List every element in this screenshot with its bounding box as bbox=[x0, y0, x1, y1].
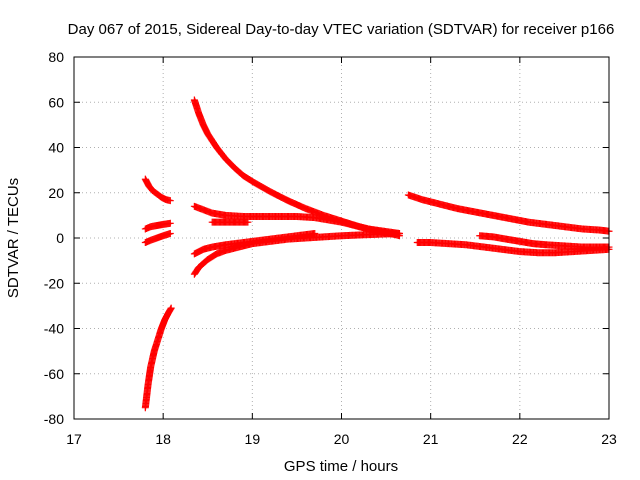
x-tick-label: 23 bbox=[601, 431, 617, 447]
data-points bbox=[141, 96, 613, 412]
data-series bbox=[190, 229, 403, 278]
data-series bbox=[141, 219, 174, 233]
y-tick-label: -20 bbox=[44, 275, 64, 291]
x-tick-label: 19 bbox=[245, 431, 261, 447]
x-axis-label: GPS time / hours bbox=[284, 458, 398, 475]
x-tick-label: 21 bbox=[423, 431, 439, 447]
y-tick-label: 60 bbox=[48, 94, 64, 110]
data-point bbox=[244, 218, 252, 226]
y-tick-label: -40 bbox=[44, 321, 64, 337]
y-tick-label: 0 bbox=[56, 230, 64, 246]
data-point bbox=[166, 219, 174, 227]
x-tick-label: 20 bbox=[334, 431, 350, 447]
data-series bbox=[476, 232, 613, 251]
y-tick-label: 20 bbox=[48, 185, 64, 201]
x-tick-label: 18 bbox=[155, 431, 171, 447]
data-series bbox=[141, 229, 174, 247]
y-tick-label: 80 bbox=[48, 49, 64, 65]
data-series bbox=[141, 304, 175, 412]
data-series bbox=[404, 191, 613, 235]
data-point bbox=[167, 304, 175, 312]
data-series bbox=[141, 175, 174, 205]
x-tick-label: 22 bbox=[512, 431, 528, 447]
x-tick-label: 17 bbox=[66, 431, 82, 447]
y-tick-label: -80 bbox=[44, 411, 64, 427]
chart-title: Day 067 of 2015, Sidereal Day-to-day VTE… bbox=[68, 21, 615, 38]
axis-ticks: 17 18 19 20 21 22 23 -80 -60 -40 -20 0 20 40 60 80 bbox=[44, 49, 617, 447]
data-series bbox=[413, 239, 613, 257]
data-point bbox=[166, 197, 174, 205]
data-point bbox=[395, 229, 403, 237]
y-tick-label: 40 bbox=[48, 140, 64, 156]
y-tick-label: -60 bbox=[44, 366, 64, 382]
data-point bbox=[166, 229, 174, 237]
y-axis-label: SDTVAR / TECUs bbox=[5, 178, 22, 298]
data-series bbox=[208, 218, 252, 226]
